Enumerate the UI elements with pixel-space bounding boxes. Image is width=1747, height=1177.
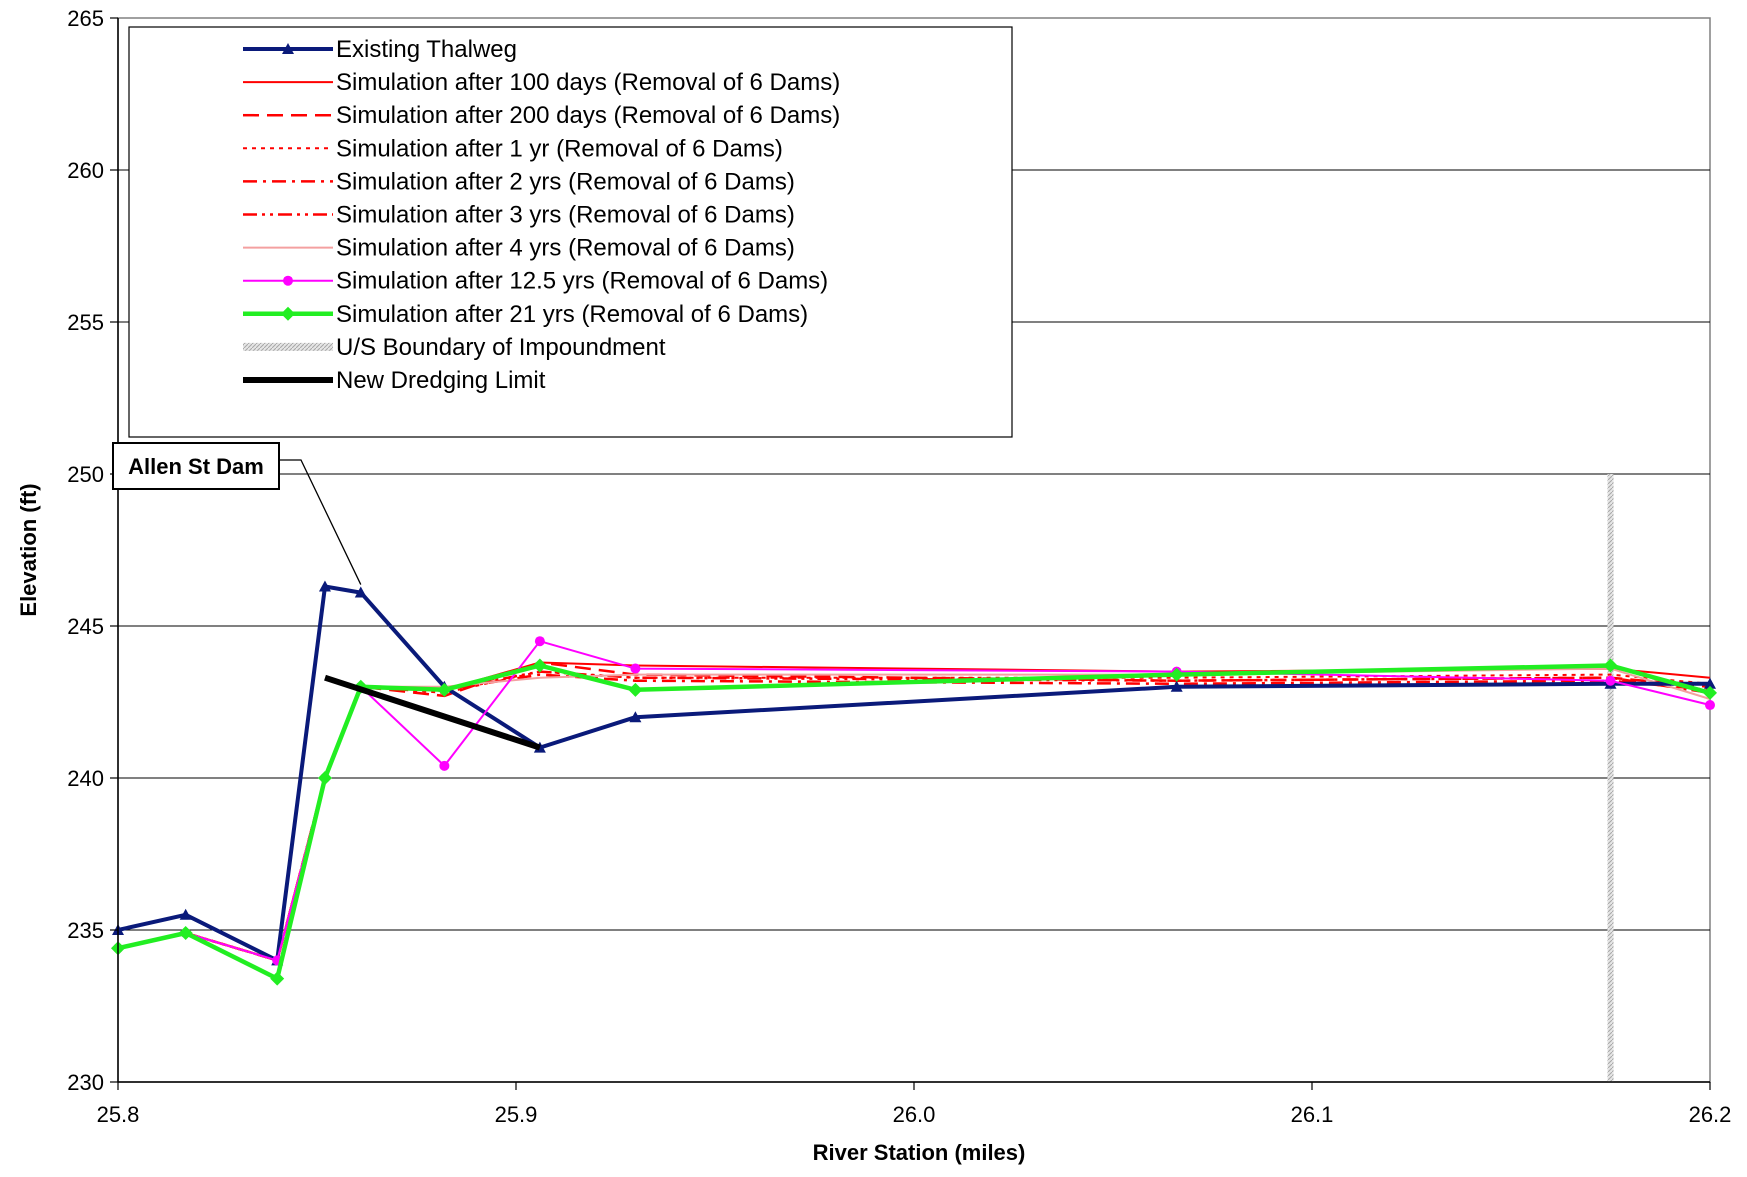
- series-marker: [1705, 700, 1715, 711]
- legend-entry: U/S Boundary of Impoundment: [243, 334, 666, 361]
- y-tick-label: 230: [67, 1070, 104, 1095]
- x-tick-label: 25.8: [97, 1102, 140, 1127]
- y-tick-label: 245: [67, 614, 104, 639]
- x-axis-title: River Station (miles): [813, 1140, 1026, 1165]
- series-marker: [630, 663, 641, 674]
- annotation-box: [112, 442, 280, 490]
- legend-entry: Existing Thalweg: [243, 36, 517, 63]
- legend-label: Simulation after 2 yrs (Removal of 6 Dam…: [336, 168, 795, 195]
- annotation-leader: [279, 459, 362, 585]
- y-tick-label: 255: [67, 310, 104, 335]
- legend-label: Simulation after 1 yr (Removal of 6 Dams…: [336, 135, 783, 162]
- y-tick-label: 240: [67, 766, 104, 791]
- y-tick-label: 265: [67, 6, 104, 31]
- series-marker: [1605, 675, 1616, 686]
- legend-label: Simulation after 12.5 yrs (Removal of 6 …: [336, 268, 828, 295]
- legend-entry: Simulation after 21 yrs (Removal of 6 Da…: [243, 301, 808, 328]
- series-marker: [1603, 658, 1618, 673]
- legend-label: Simulation after 3 yrs (Removal of 6 Dam…: [336, 202, 795, 229]
- legend-entry: Simulation after 100 days (Removal of 6 …: [243, 69, 840, 96]
- y-axis-title: Elevation (ft): [16, 483, 41, 616]
- legend-entry: New Dredging Limit: [243, 367, 546, 394]
- legend-entry: Simulation after 2 yrs (Removal of 6 Dam…: [243, 168, 795, 195]
- y-tick-label: 260: [67, 158, 104, 183]
- series-marker: [1170, 680, 1183, 692]
- series-marker: [179, 908, 192, 920]
- series-marker: [270, 971, 285, 986]
- x-tick-label: 25.9: [495, 1102, 538, 1127]
- legend-label: Simulation after 21 yrs (Removal of 6 Da…: [336, 301, 808, 328]
- x-tick-label: 26.0: [893, 1102, 936, 1127]
- legend-label: Simulation after 4 yrs (Removal of 6 Dam…: [336, 235, 795, 262]
- series-marker: [354, 586, 367, 598]
- legend-marker: [283, 275, 293, 286]
- series-marker: [317, 771, 332, 785]
- legend-marker: [282, 43, 294, 54]
- legend-box: [128, 26, 1013, 438]
- series-marker: [532, 658, 547, 673]
- series-marker: [1169, 667, 1184, 682]
- series-marker: [318, 580, 331, 592]
- legend-label: Existing Thalweg: [336, 36, 517, 63]
- x-tick-label: 26.1: [1291, 1102, 1334, 1127]
- series-8: [111, 658, 1717, 986]
- legend-entry: Simulation after 12.5 yrs (Removal of 6 …: [243, 268, 828, 295]
- series-line: [324, 674, 541, 751]
- y-tick-label: 250: [67, 462, 104, 487]
- legend-entry: Simulation after 1 yr (Removal of 6 Dams…: [243, 135, 783, 162]
- legend-entry: Simulation after 3 yrs (Removal of 6 Dam…: [243, 202, 795, 229]
- legend-label: New Dredging Limit: [336, 367, 546, 394]
- legend-label: Simulation after 200 days (Removal of 6 …: [336, 102, 840, 129]
- series-marker: [628, 682, 643, 697]
- series-marker: [1704, 677, 1716, 689]
- annotation-text: Allen St Dam: [128, 454, 264, 479]
- legend-marker: [281, 306, 295, 321]
- y-tick-label: 235: [67, 918, 104, 943]
- series-marker: [629, 711, 642, 723]
- legend-label: Simulation after 100 days (Removal of 6 …: [336, 69, 840, 96]
- series-line: [117, 670, 1711, 962]
- series-marker: [437, 682, 452, 697]
- series-3: [117, 670, 1711, 962]
- legend-entry: Simulation after 4 yrs (Removal of 6 Dam…: [243, 235, 795, 262]
- legend-label: U/S Boundary of Impoundment: [336, 334, 666, 361]
- x-tick-label: 26.2: [1689, 1102, 1732, 1127]
- series-marker: [1703, 685, 1717, 700]
- series-marker: [534, 636, 545, 647]
- series-10: [324, 674, 541, 751]
- legend-entry: Simulation after 200 days (Removal of 6 …: [243, 102, 840, 129]
- series-marker: [178, 926, 193, 941]
- series-marker: [439, 760, 450, 771]
